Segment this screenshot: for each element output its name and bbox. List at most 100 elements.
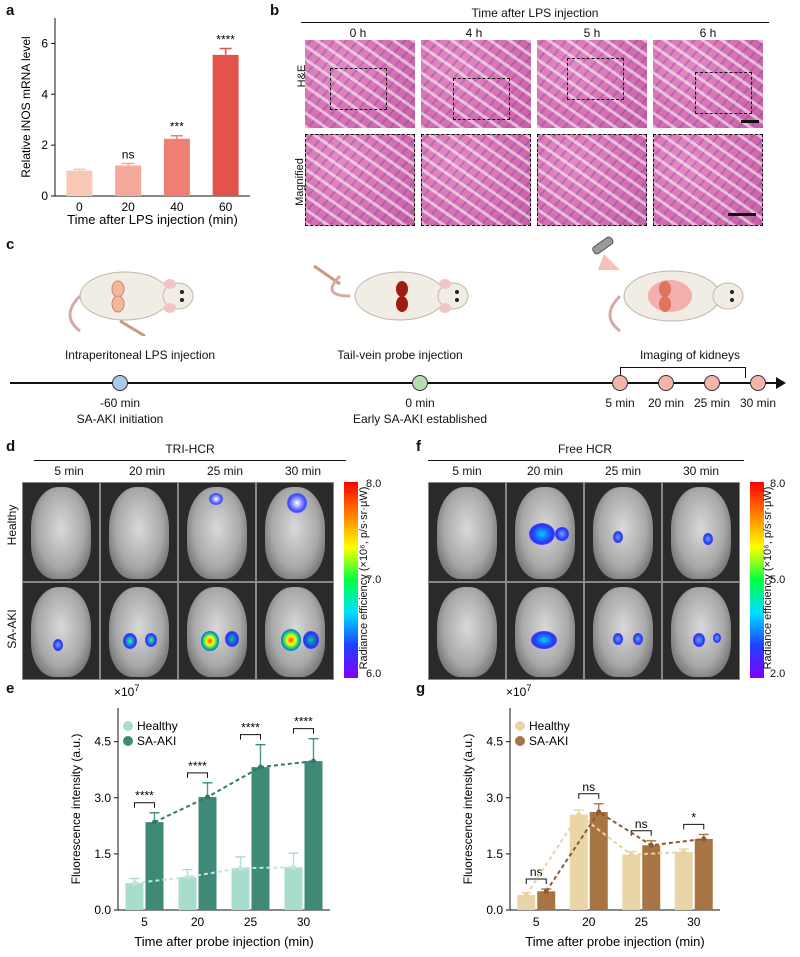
mouse-image <box>428 582 506 680</box>
trend-line <box>545 810 704 892</box>
x-tick-label: 20 <box>582 915 596 929</box>
timeline-time: -60 min <box>99 396 140 410</box>
x-axis-label: Time after probe injection (min) <box>525 934 704 949</box>
mouse-image <box>256 482 334 582</box>
panel-label-g: g <box>416 680 426 697</box>
legend-label: SA-AKI <box>529 734 568 748</box>
x-tick-label: 25 <box>244 915 258 929</box>
colorbar-min: 6.0 <box>366 668 382 680</box>
panel-b: Time after LPS injection 0 h 4 h 5 h 6 h… <box>294 0 775 232</box>
data-point <box>258 764 263 770</box>
significance-bracket <box>630 830 652 836</box>
panel-label-b: b <box>270 2 280 19</box>
data-point <box>576 812 582 818</box>
x-axis-label: Time after probe injection (min) <box>134 934 313 949</box>
bar <box>125 883 144 910</box>
magnified-image <box>537 134 647 226</box>
axis-multiplier: ×107 <box>114 683 139 699</box>
mouse-image <box>428 482 506 582</box>
legend-marker <box>515 721 525 731</box>
significance-label: **** <box>241 721 260 735</box>
y-tick-label: 4.5 <box>94 735 111 749</box>
panel-b-time: 5 h <box>583 26 601 40</box>
bar <box>66 170 93 196</box>
timeline-time: 0 min <box>405 396 435 410</box>
time-label: 5 min <box>452 464 482 478</box>
panel-d: TRI-HCR 5 min 20 min 25 min 30 min Healt… <box>0 438 410 680</box>
colorbar-max: 8.0 <box>770 478 786 490</box>
bar <box>537 891 556 910</box>
data-point <box>311 758 316 764</box>
timeline-time: 20 min <box>647 396 685 410</box>
data-point <box>185 874 190 880</box>
y-axis-label: Fluorescence intensity (a.u.) <box>69 734 83 885</box>
colorbar-label: Radiance efficiency (×10⁶, p/s·sr·μW) <box>358 486 370 670</box>
bar <box>251 767 270 910</box>
mouse-image <box>178 482 256 582</box>
timeline-dot <box>750 375 766 391</box>
bar <box>674 852 693 910</box>
y-tick-label: 0.0 <box>94 903 111 917</box>
bar <box>569 814 588 910</box>
mouse-image <box>22 582 100 680</box>
he-image <box>421 40 531 128</box>
mouse-image <box>178 582 256 680</box>
significance-label: ns <box>530 865 543 879</box>
bar <box>115 165 142 196</box>
legend-label: Healthy <box>529 719 570 733</box>
significance-label: **** <box>294 715 313 729</box>
mouse-image <box>256 582 334 680</box>
magnified-image <box>421 134 531 226</box>
timeline-label: Tail-vein probe injection <box>337 348 463 362</box>
data-point <box>681 849 687 855</box>
significance-label: **** <box>135 789 154 803</box>
trend-line <box>154 760 314 823</box>
panel-b-title: Time after LPS injection <box>471 6 599 20</box>
timeline-desc: SA-AKI initiation <box>76 412 164 426</box>
data-point <box>648 842 654 848</box>
mouse-image <box>662 582 740 680</box>
legend-label: SA-AKI <box>137 734 176 748</box>
chart-e: ×107 0.0 1.5 3.0 4.5 **** 5 **** 20 **** 25 **** 30 H… <box>69 683 330 949</box>
significance-bracket <box>187 772 208 778</box>
row-label-healthy: Healthy <box>5 504 19 546</box>
panel-label-c: c <box>6 236 15 253</box>
timeline-desc: Early SA-AKI established <box>352 412 488 426</box>
mouse-illustration <box>68 271 194 336</box>
mouse-illustration <box>592 236 744 333</box>
legend-marker <box>123 721 133 731</box>
timeline-dot <box>112 375 128 391</box>
timeline-axis <box>10 382 780 384</box>
timeline-time: 5 min <box>605 396 635 410</box>
significance-label: ns <box>122 147 135 161</box>
timeline-dot <box>612 375 628 391</box>
trend-line <box>134 866 294 885</box>
bar <box>642 845 661 910</box>
y-tick-label: 3.0 <box>486 791 503 805</box>
imaging-bracket <box>620 367 746 378</box>
significance-label: ns <box>635 817 648 831</box>
mouse-image <box>506 582 584 680</box>
x-tick-label: 60 <box>219 200 233 214</box>
x-tick-label: 0 <box>76 200 83 214</box>
x-tick-label: 20 <box>121 200 135 214</box>
time-label: 30 min <box>284 464 322 478</box>
data-point <box>701 836 707 842</box>
mouse-image <box>662 482 740 582</box>
data-point <box>628 852 634 858</box>
bar <box>163 138 190 196</box>
y-tick-label: 6 <box>41 36 48 50</box>
bar <box>304 761 323 910</box>
data-point <box>238 865 243 871</box>
row-label-saaki: SA-AKI <box>5 609 19 649</box>
bar <box>517 895 536 910</box>
y-tick-label: 3.0 <box>94 791 111 805</box>
arrow-icon <box>776 377 786 389</box>
x-axis-label: Time after LPS injection (min) <box>67 212 238 227</box>
mouse-image <box>100 582 178 680</box>
bar <box>694 838 713 910</box>
bar <box>284 867 303 910</box>
y-axis-label: Fluorescence intensity (a.u.) <box>461 734 475 885</box>
colorbar <box>344 482 358 678</box>
